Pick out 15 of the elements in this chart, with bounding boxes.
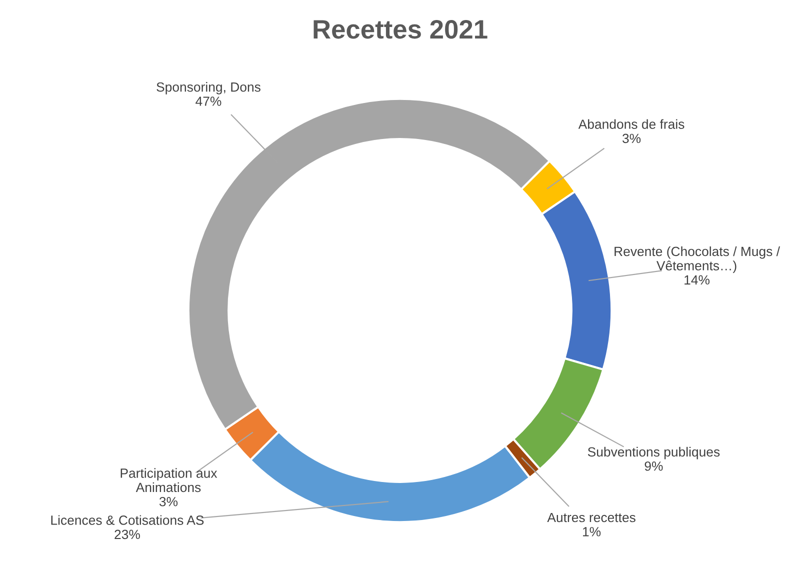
slice-label: Licences & Cotisations AS xyxy=(51,515,204,525)
data-label: 9% xyxy=(644,461,663,471)
slice-label: Participation aux Animations xyxy=(120,468,218,492)
chart-title: Recettes 2021 xyxy=(314,20,488,39)
data-label: 47% xyxy=(196,96,222,106)
slice-label: Sponsoring, Dons xyxy=(156,82,260,94)
slice-label: Revente (Chocolats / Mugs / Vêtements…) xyxy=(614,246,780,273)
slice-label: Subventions publiques xyxy=(588,446,720,460)
slice-label: Abandons de frais xyxy=(578,119,684,129)
data-label: 3% xyxy=(622,134,641,144)
slice-label: Autres recettes xyxy=(547,512,636,522)
data-label: 23% xyxy=(114,530,140,540)
data-label: 3% xyxy=(159,496,178,506)
data-label: 1% xyxy=(583,527,601,536)
data-label: 14% xyxy=(684,275,710,285)
